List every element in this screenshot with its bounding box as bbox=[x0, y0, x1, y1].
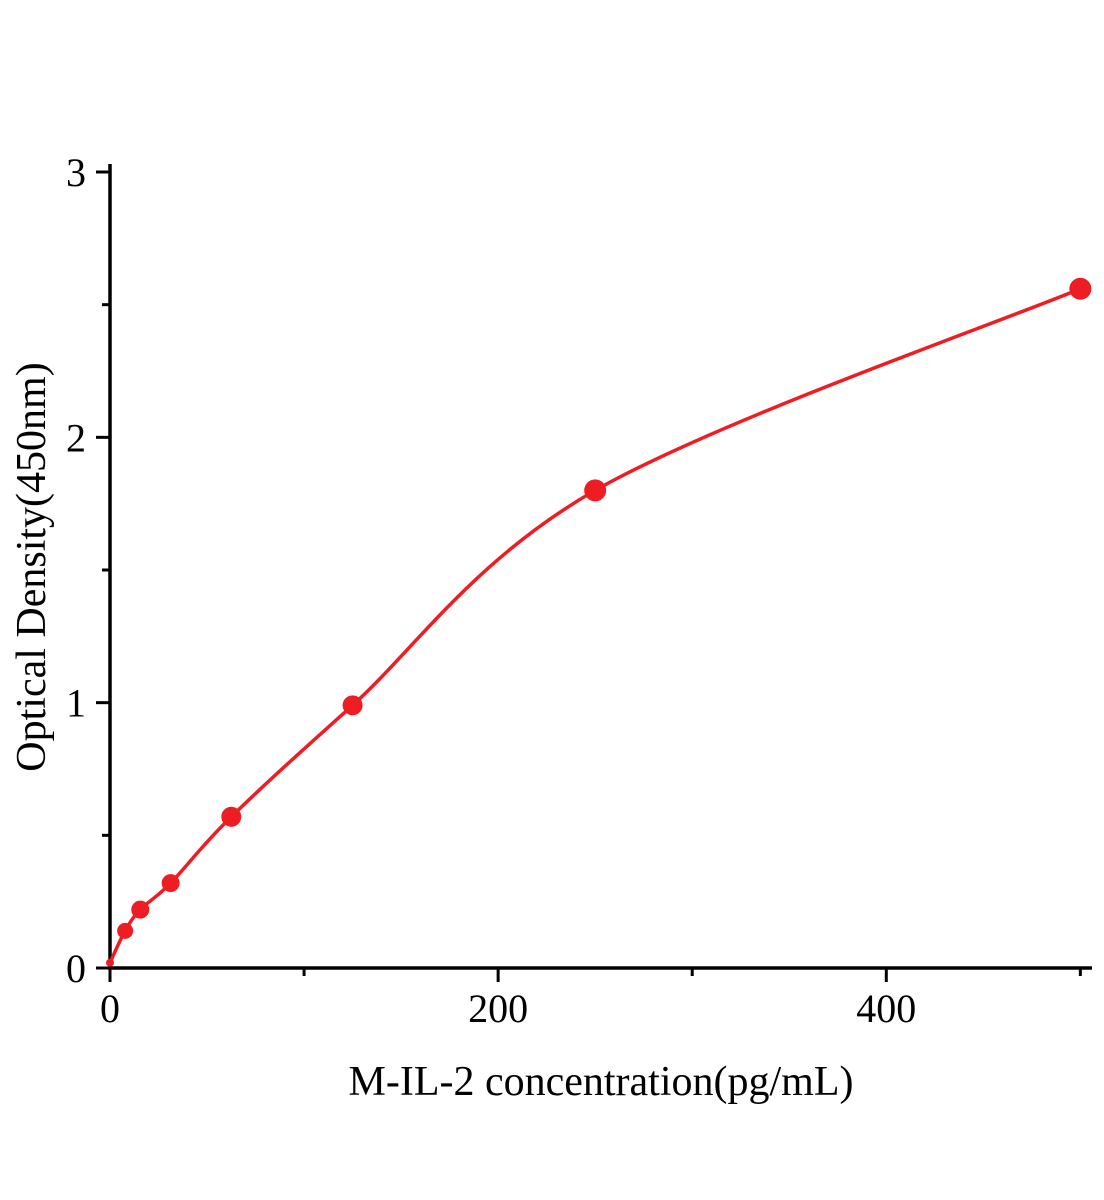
data-point bbox=[161, 874, 180, 893]
x-tick-label: 200 bbox=[468, 986, 528, 1031]
data-point bbox=[131, 900, 150, 919]
data-point bbox=[221, 806, 242, 827]
y-tick-label: 1 bbox=[66, 681, 86, 726]
x-axis-title: M-IL-2 concentration(pg/mL) bbox=[348, 1059, 854, 1105]
data-point bbox=[117, 922, 134, 939]
x-tick-label: 0 bbox=[100, 986, 120, 1031]
data-point bbox=[1069, 277, 1092, 300]
y-tick-label: 2 bbox=[66, 415, 86, 460]
y-tick-label: 0 bbox=[66, 946, 86, 991]
x-tick-label: 400 bbox=[856, 986, 916, 1031]
data-point bbox=[584, 479, 607, 502]
y-tick-label: 3 bbox=[66, 150, 86, 195]
data-point bbox=[342, 695, 363, 716]
y-axis-title: Optical Density(450nm) bbox=[9, 362, 55, 772]
data-point bbox=[106, 958, 114, 967]
fit-curve bbox=[108, 286, 1083, 965]
